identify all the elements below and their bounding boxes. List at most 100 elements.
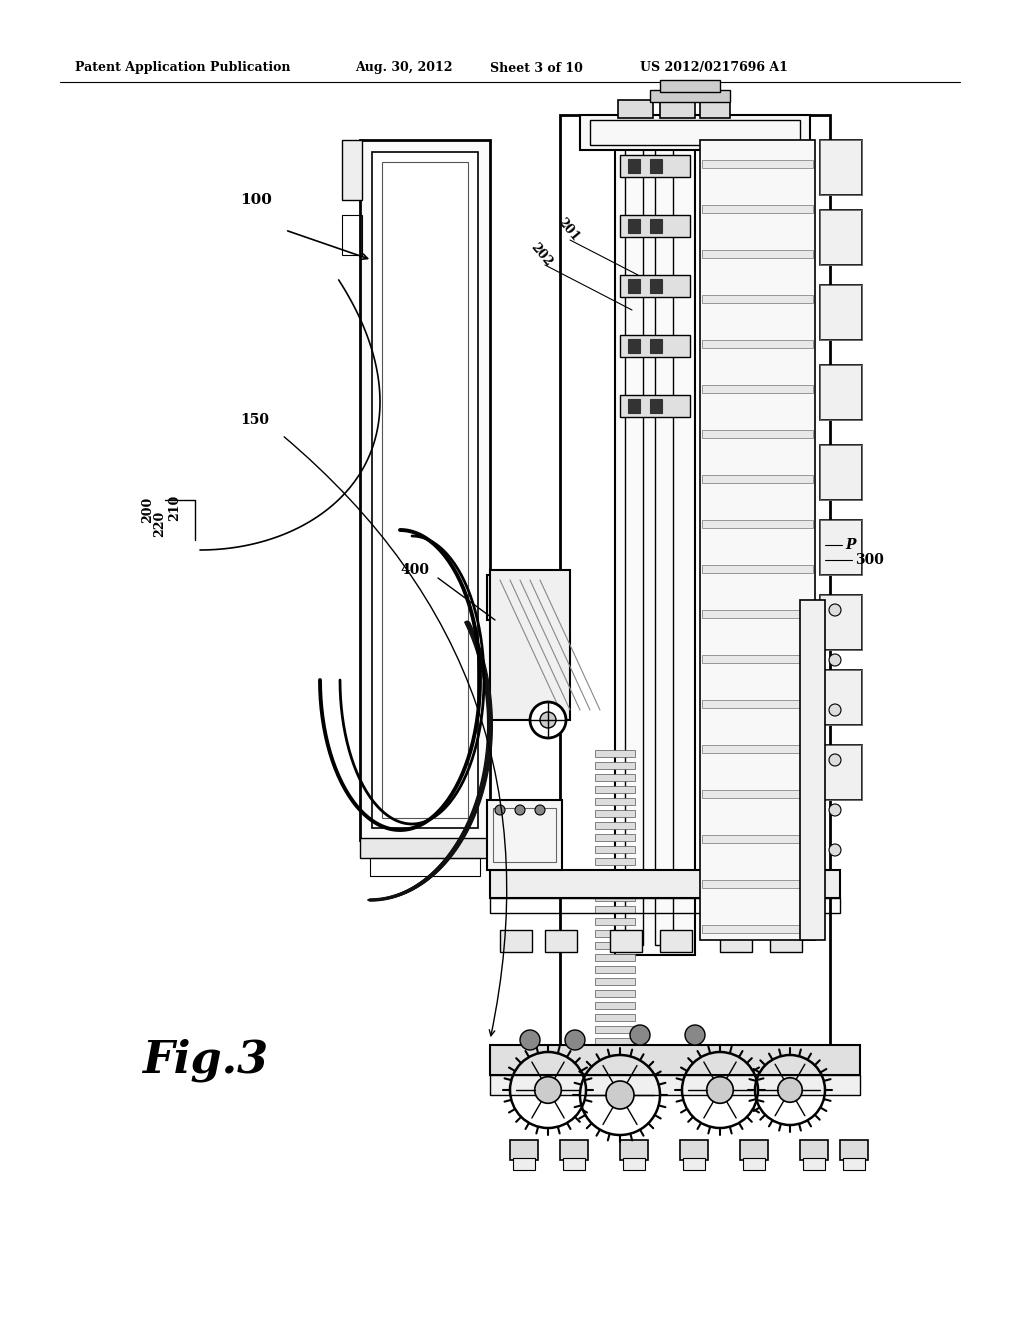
Circle shape [520, 1030, 540, 1049]
Bar [490, 1045, 860, 1074]
Circle shape [630, 1026, 650, 1045]
Bar [620, 154, 690, 177]
Bar [610, 931, 642, 952]
Bar [595, 917, 635, 925]
Bar [490, 1074, 860, 1096]
Bar [650, 219, 662, 234]
Bar [820, 671, 862, 725]
Bar [700, 140, 815, 940]
Bar [595, 990, 635, 997]
Bar [820, 210, 862, 265]
Bar [660, 100, 695, 117]
Bar [595, 978, 635, 985]
Bar [360, 838, 490, 858]
Text: US 2012/0217696 A1: US 2012/0217696 A1 [640, 62, 787, 74]
Bar [595, 1026, 635, 1034]
Bar [820, 744, 862, 800]
Bar [740, 1140, 768, 1160]
Bar [702, 160, 813, 168]
Bar [595, 1014, 635, 1020]
Bar [702, 880, 813, 888]
Bar [660, 81, 720, 92]
Bar [370, 858, 480, 876]
Circle shape [515, 805, 525, 814]
Bar [545, 931, 577, 952]
Bar [702, 430, 813, 438]
Text: 210: 210 [169, 495, 181, 521]
Circle shape [530, 702, 566, 738]
Bar [620, 395, 690, 417]
Bar [702, 294, 813, 304]
Bar [702, 700, 813, 708]
Bar [628, 219, 640, 234]
Bar [628, 279, 640, 293]
Bar [820, 285, 862, 341]
Circle shape [535, 1077, 561, 1104]
Bar [702, 341, 813, 348]
Text: 220: 220 [154, 511, 167, 537]
Bar [615, 135, 695, 954]
Text: Fig.3: Fig.3 [142, 1039, 268, 1082]
Bar [702, 565, 813, 573]
Bar [820, 366, 862, 420]
Bar [820, 445, 862, 500]
Bar [620, 335, 690, 356]
Bar [820, 285, 862, 341]
Bar [840, 1140, 868, 1160]
Bar [702, 925, 813, 933]
Bar [595, 846, 635, 853]
Bar [595, 799, 635, 805]
Bar [595, 1038, 635, 1045]
Bar [620, 275, 690, 297]
Bar [820, 140, 862, 195]
Text: 100: 100 [240, 193, 272, 207]
Bar [595, 810, 635, 817]
Bar [820, 744, 862, 800]
Bar [490, 579, 564, 615]
Circle shape [495, 805, 505, 814]
Circle shape [829, 843, 841, 855]
Bar [820, 210, 862, 265]
Bar [655, 145, 673, 945]
Bar [513, 1158, 535, 1170]
Bar [580, 115, 810, 150]
Bar [560, 1140, 588, 1160]
Bar [620, 1140, 648, 1160]
Bar [625, 145, 643, 945]
Bar [618, 100, 653, 117]
Bar [702, 610, 813, 618]
Text: 150: 150 [240, 413, 269, 426]
Circle shape [829, 653, 841, 667]
Bar [820, 366, 862, 420]
Bar [702, 789, 813, 799]
Circle shape [829, 804, 841, 816]
Bar [595, 942, 635, 949]
Circle shape [829, 605, 841, 616]
Bar [342, 215, 362, 255]
Bar [595, 894, 635, 902]
Circle shape [535, 805, 545, 814]
Circle shape [829, 704, 841, 715]
Text: 300: 300 [855, 553, 884, 568]
Bar [563, 1158, 585, 1170]
Bar [820, 520, 862, 576]
Circle shape [829, 754, 841, 766]
Bar [372, 152, 478, 828]
Bar [487, 800, 562, 870]
Bar [623, 1158, 645, 1170]
Bar [595, 966, 635, 973]
Bar [702, 385, 813, 393]
Bar [487, 576, 567, 620]
Circle shape [685, 1026, 705, 1045]
Bar [702, 475, 813, 483]
Bar [660, 931, 692, 952]
Text: Aug. 30, 2012: Aug. 30, 2012 [355, 62, 453, 74]
Circle shape [565, 1030, 585, 1049]
Bar [595, 906, 635, 913]
Bar [500, 931, 532, 952]
Bar [650, 90, 730, 102]
Bar [650, 158, 662, 173]
Bar [620, 215, 690, 238]
Bar [595, 954, 635, 961]
Bar [595, 834, 635, 841]
